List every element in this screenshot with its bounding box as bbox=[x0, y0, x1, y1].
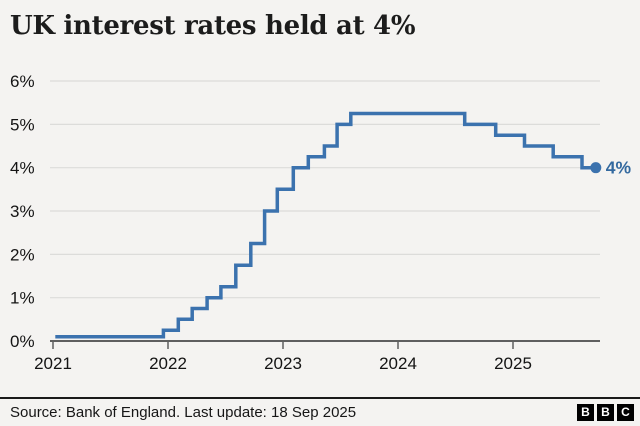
y-tick-label: 3% bbox=[10, 202, 35, 221]
interest-rate-step-chart: 0% 1% 2% 3% 4% 5% 6% 2021 2022 2023 2024 2025 4% bbox=[10, 72, 632, 373]
bbc-logo-letter-b2: B bbox=[597, 404, 614, 421]
rate-line bbox=[55, 111, 596, 339]
bbc-logo-letter-b1: B bbox=[577, 404, 594, 421]
end-point-dot bbox=[590, 162, 602, 174]
x-tick-label: 2025 bbox=[494, 354, 532, 373]
y-tick-label: 5% bbox=[10, 115, 35, 134]
footer-divider bbox=[0, 397, 640, 399]
y-tick-label: 0% bbox=[10, 332, 35, 351]
end-point-label: 4% bbox=[606, 158, 632, 178]
y-tick-label: 4% bbox=[10, 159, 35, 178]
y-tick-label: 1% bbox=[10, 289, 35, 308]
y-tick-label: 2% bbox=[10, 245, 35, 264]
source-text: Source: Bank of England. Last update: 18… bbox=[10, 404, 357, 421]
x-tick-label: 2024 bbox=[379, 354, 417, 373]
bbc-logo-letter-c: C bbox=[617, 404, 634, 421]
x-tick-label: 2022 bbox=[149, 354, 187, 373]
bbc-logo: B B C bbox=[577, 404, 634, 421]
y-tick-label: 6% bbox=[10, 72, 35, 91]
x-tick-label: 2023 bbox=[264, 354, 302, 373]
footer: Source: Bank of England. Last update: 18… bbox=[0, 399, 640, 426]
chart-title: UK interest rates held at 4% bbox=[10, 11, 416, 41]
x-tick-label: 2021 bbox=[34, 354, 72, 373]
